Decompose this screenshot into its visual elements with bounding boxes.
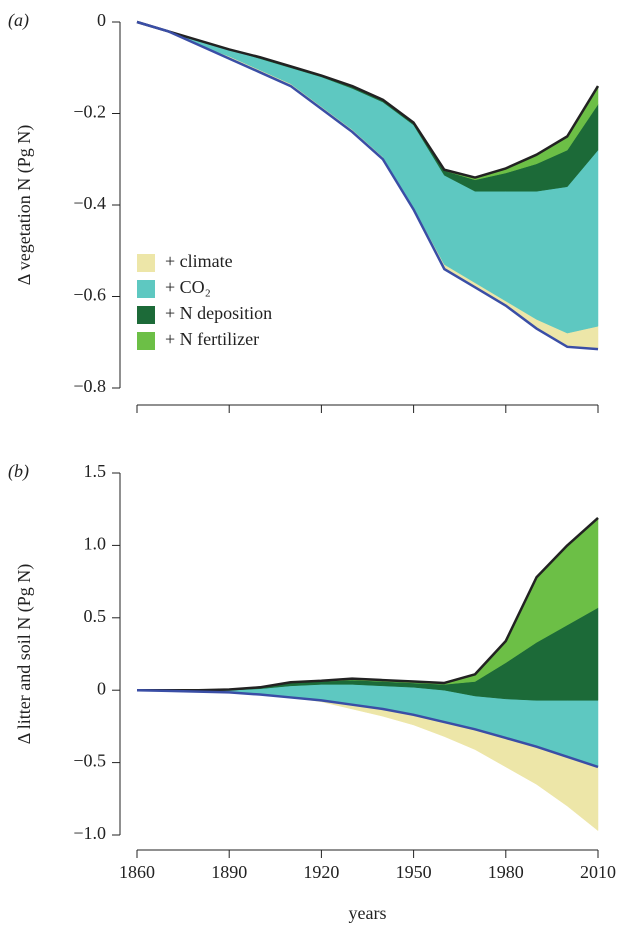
legend-swatch	[137, 254, 155, 272]
x-tick-label: 1920	[303, 862, 339, 882]
legend-label: + climate	[165, 251, 233, 271]
legend-label: + CO₂	[165, 277, 211, 297]
x-tick-label: 1950	[396, 862, 432, 882]
legend-swatch	[137, 306, 155, 324]
x-tick-label: 2010	[580, 862, 616, 882]
x-tick-label: 1980	[488, 862, 524, 882]
total-outline	[136, 20, 600, 179]
x-tick-label: 1890	[211, 862, 247, 882]
y-tick-label: −0.8	[73, 376, 106, 396]
x-tick-label: 1860	[119, 862, 155, 882]
panel-label: (b)	[8, 461, 29, 482]
y-tick-label: −0.2	[73, 102, 106, 122]
baseline-line	[136, 688, 599, 769]
legend-label: + N deposition	[165, 303, 272, 323]
y-tick-label: 1.5	[84, 461, 107, 481]
y-tick-label: −0.4	[73, 193, 106, 213]
y-tick-label: 0.5	[84, 606, 107, 626]
y-tick-label: 0	[97, 678, 106, 698]
y-tick-label: −0.6	[73, 285, 106, 305]
baseline-line	[136, 20, 599, 351]
y-tick-label: −1.0	[73, 823, 106, 843]
legend-label: + N fertilizer	[165, 329, 259, 349]
panel-label: (a)	[8, 10, 29, 31]
y-tick-label: 1.0	[84, 534, 107, 554]
legend-swatch	[137, 332, 155, 350]
y-tick-label: −0.5	[73, 751, 106, 771]
legend-swatch	[137, 280, 155, 298]
total-outline	[137, 516, 599, 692]
y-axis-label: Δ vegetation N (Pg N)	[14, 125, 35, 286]
y-axis-label: Δ litter and soil N (Pg N)	[14, 564, 35, 745]
x-axis-label: years	[349, 903, 387, 923]
y-tick-label: 0	[97, 10, 106, 30]
